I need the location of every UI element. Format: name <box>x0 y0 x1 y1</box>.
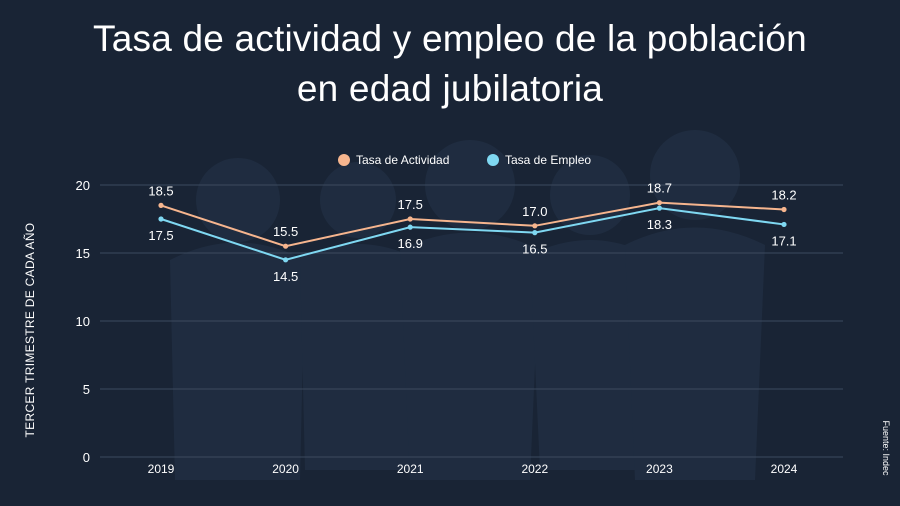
point-actividad <box>532 223 538 229</box>
point-actividad <box>407 216 413 222</box>
data-label-empleo: 16.9 <box>398 236 423 251</box>
x-tick-label: 2023 <box>646 462 673 476</box>
data-label-actividad: 18.2 <box>771 187 796 202</box>
series-line-empleo <box>160 207 785 261</box>
chart-title-line1: Tasa de actividad y empleo de la poblaci… <box>93 18 807 59</box>
point-actividad <box>781 206 787 213</box>
x-tick-label: 2019 <box>148 462 175 476</box>
gridlines <box>100 184 843 458</box>
data-label-empleo: 17.5 <box>148 228 173 243</box>
legend-marker-empleo <box>487 154 499 166</box>
point-empleo <box>656 205 663 211</box>
point-empleo <box>283 257 289 263</box>
x-axis-ticks: 2019 2020 2021 2022 2023 2024 <box>148 462 798 476</box>
source-note: Fuente: Indec <box>881 420 891 476</box>
data-label-empleo: 14.5 <box>273 269 298 284</box>
x-tick-label: 2021 <box>397 462 424 476</box>
series-lines <box>160 201 785 261</box>
point-empleo <box>781 221 787 228</box>
y-tick-label: 5 <box>83 382 90 397</box>
data-label-actividad: 17.0 <box>522 204 547 219</box>
point-actividad <box>656 200 663 206</box>
point-actividad <box>283 243 289 249</box>
y-tick-label: 10 <box>76 314 90 329</box>
x-tick-label: 2024 <box>771 462 798 476</box>
point-empleo <box>532 230 538 236</box>
background-figures <box>170 130 765 480</box>
data-label-empleo: 18.3 <box>647 217 672 232</box>
data-label-actividad: 18.5 <box>148 183 173 198</box>
y-tick-label: 20 <box>76 178 90 193</box>
data-label-empleo: 17.1 <box>771 233 796 248</box>
data-label-empleo: 16.5 <box>522 242 547 257</box>
point-empleo <box>158 216 164 222</box>
legend-marker-actividad <box>338 154 350 166</box>
y-axis-ticks: 0 5 10 15 20 <box>76 178 90 465</box>
chart-title-line2: en edad jubilatoria <box>296 68 604 109</box>
chart-title: Tasa de actividad y empleo de la poblaci… <box>0 14 900 114</box>
data-label-actividad: 15.5 <box>273 224 298 239</box>
point-empleo <box>407 224 413 230</box>
data-labels: 18.5 15.5 17.5 17.0 18.7 18.2 17.5 14.5 16.9 16.5… <box>148 181 796 284</box>
data-label-actividad: 18.7 <box>647 181 672 196</box>
legend-label-actividad: Tasa de Actividad <box>356 153 449 167</box>
y-axis-label: TERCER TRIMESTRE DE CADA AÑO <box>23 222 37 438</box>
x-tick-label: 2020 <box>272 462 299 476</box>
y-tick-label: 0 <box>83 450 90 465</box>
point-actividad <box>158 202 164 208</box>
y-tick-label: 15 <box>76 246 90 261</box>
data-label-actividad: 17.5 <box>398 197 423 212</box>
series-line-actividad <box>160 201 785 248</box>
legend: Tasa de Actividad Tasa de Empleo <box>338 153 591 167</box>
x-tick-label: 2022 <box>521 462 548 476</box>
series-points <box>158 200 787 263</box>
legend-label-empleo: Tasa de Empleo <box>505 153 591 167</box>
